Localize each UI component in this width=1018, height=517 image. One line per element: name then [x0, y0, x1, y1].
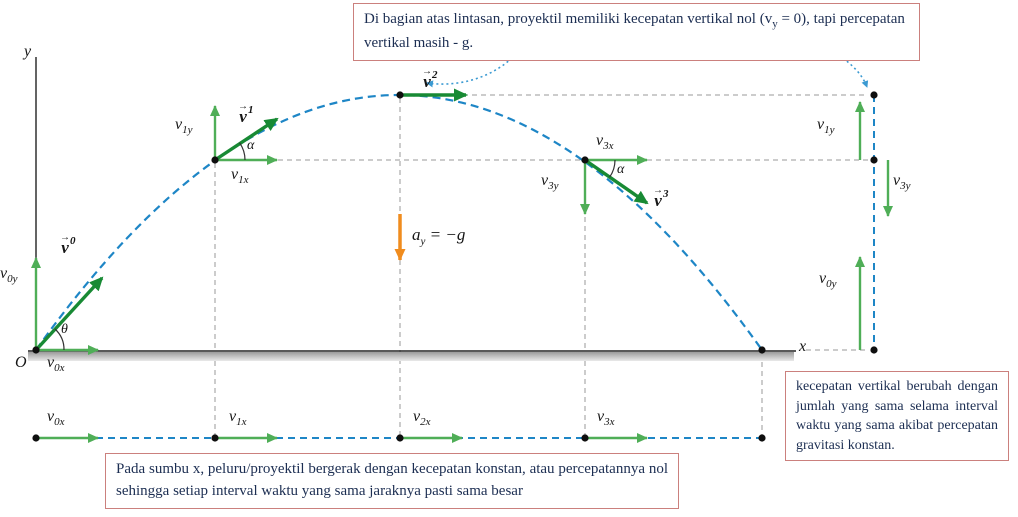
vector-arrow-accent: → — [422, 66, 432, 77]
v3x-label-p3: v3x — [596, 132, 614, 153]
v1-vector-arrow — [214, 117, 279, 162]
x-axis-label: x — [799, 338, 807, 355]
v3y-label-p3: v3y — [541, 172, 559, 193]
v0x-label-origin: v0x — [47, 354, 65, 375]
point-dot — [396, 91, 404, 99]
point-dot — [758, 346, 766, 354]
bottom-v1x-label: v1x — [229, 408, 247, 429]
alpha-label-p1: α — [247, 138, 255, 153]
right-v0y-label: v0y — [819, 270, 837, 291]
bottom-v0x-label: v0x — [47, 408, 65, 429]
theta-label: θ — [61, 322, 68, 337]
v0-vector-arrow — [34, 276, 104, 352]
v1y-label-p1: v1y — [175, 116, 193, 137]
v1x-label-p1: v1x — [231, 166, 249, 187]
connector-to-right-track — [842, 57, 869, 88]
point-dot — [211, 156, 219, 164]
alpha-label-p3: α — [617, 162, 625, 177]
gravity-accel-label: ay = −g — [412, 225, 466, 248]
right-callout: kecepatan vertikal berubah dengan jumlah… — [785, 371, 1009, 462]
y-axis-label: y — [24, 43, 32, 60]
top-callout: Di bagian atas lintasan, proyektil memil… — [353, 3, 920, 61]
right-v3y-label: v3y — [893, 172, 911, 193]
v2-vector-label: → v 2 — [422, 66, 438, 91]
point-dot — [870, 91, 878, 99]
point-dot — [758, 434, 766, 442]
connector-to-peak — [426, 57, 513, 88]
component-vectors — [31, 101, 893, 443]
point-dot — [32, 434, 40, 442]
bottom-v3x-label: v3x — [597, 408, 615, 429]
v0-vector-label: → v 0 — [60, 232, 76, 257]
vector-arrow-accent: → — [653, 185, 663, 196]
point-dot — [32, 346, 40, 354]
v1-vector-label: → v 1 — [238, 101, 254, 126]
vector-arrow-accent: → — [60, 232, 70, 243]
axes-lines — [28, 57, 796, 352]
vector-arrow-accent: → — [238, 101, 248, 112]
point-dot — [581, 434, 589, 442]
v3-vector-label: → v 3 — [653, 185, 669, 210]
point-dot — [870, 346, 878, 354]
alpha-arc-p1 — [239, 142, 246, 161]
alpha-arc-p3 — [609, 159, 616, 178]
theta-arc — [54, 328, 65, 351]
point-dot — [581, 156, 589, 164]
resultant-vectors — [34, 88, 649, 352]
point-dot — [396, 434, 404, 442]
origin-label: O — [15, 354, 27, 371]
bottom-callout: Pada sumbu x, peluru/proyektil bergerak … — [105, 453, 679, 509]
v3-vector-arrow — [584, 158, 649, 205]
bottom-v2x-label: v2x — [413, 408, 431, 429]
point-dot — [870, 156, 878, 164]
angle-arcs — [54, 142, 616, 351]
v0y-label-origin: v0y — [0, 265, 18, 286]
right-v1y-label: v1y — [817, 116, 835, 137]
point-dot — [211, 434, 219, 442]
ground-strip — [28, 352, 794, 361]
callout-connectors — [426, 57, 869, 88]
guide-gridlines — [214, 94, 868, 435]
position-dots — [32, 91, 878, 442]
